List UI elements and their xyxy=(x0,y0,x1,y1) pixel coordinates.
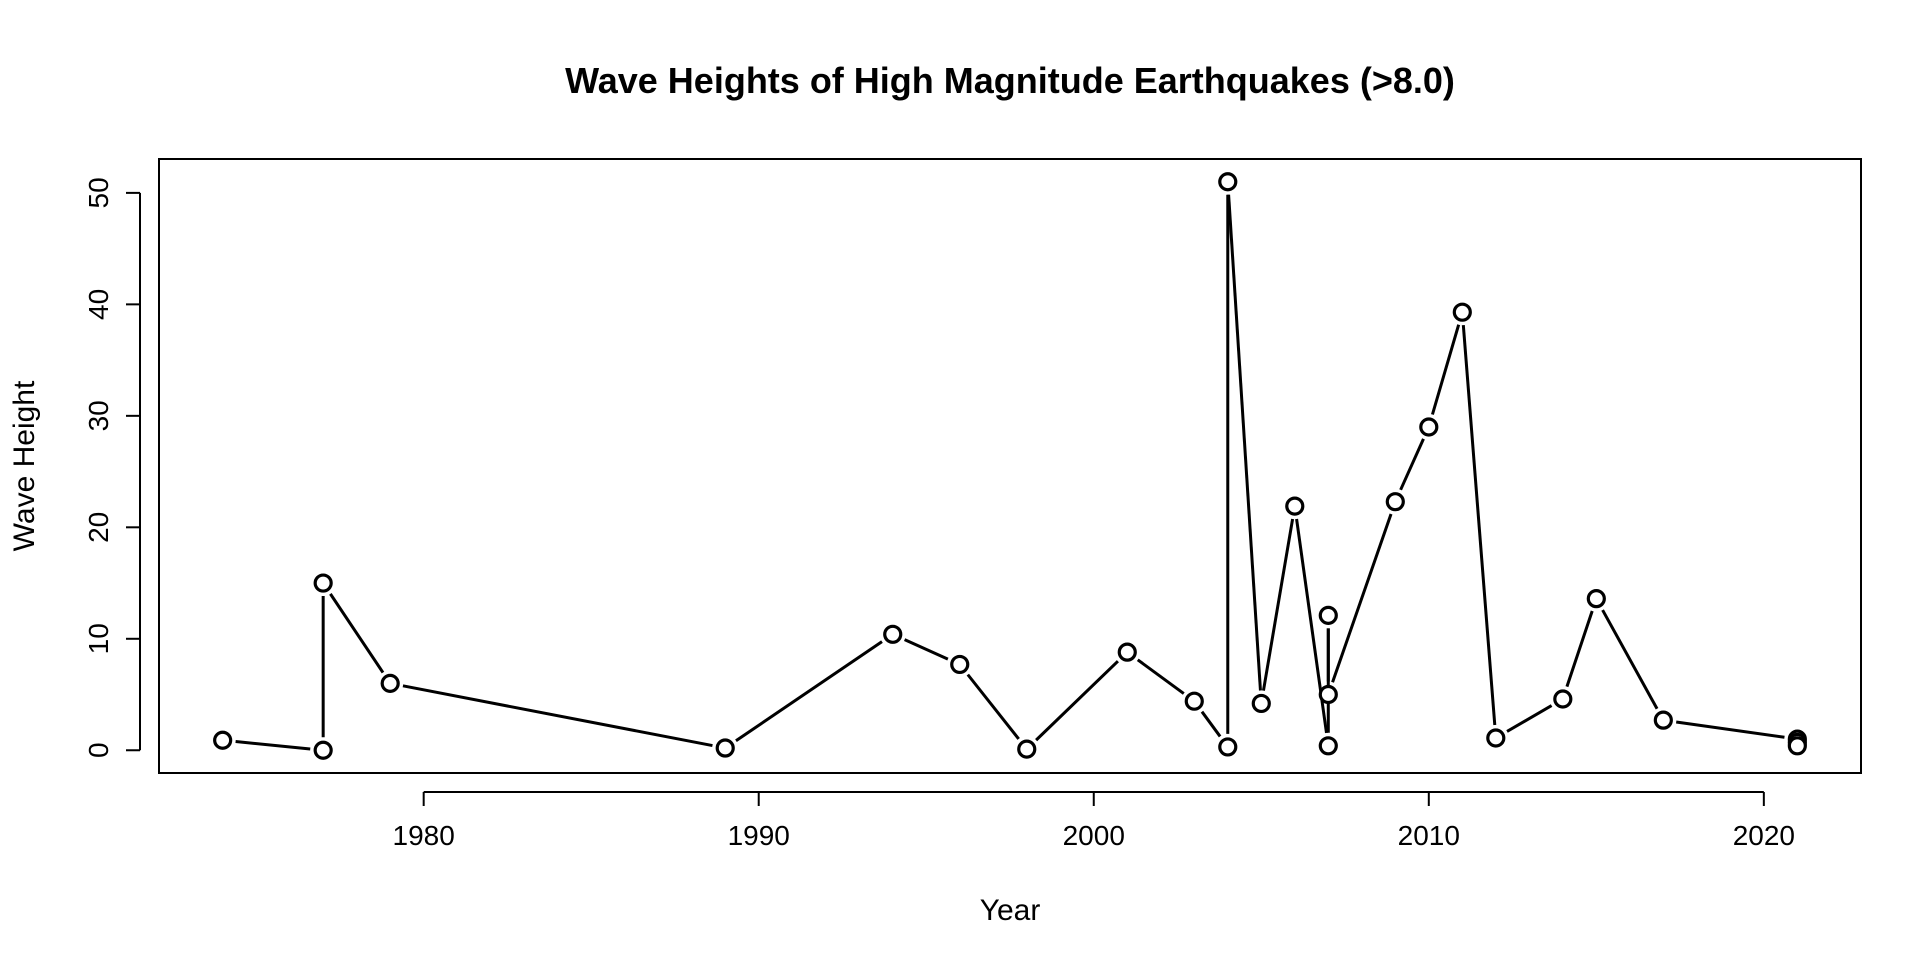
series-line-segment xyxy=(1227,194,1262,691)
data-point xyxy=(883,624,903,644)
series-line-segment xyxy=(1601,609,1659,710)
plot-frame xyxy=(158,158,1862,774)
series-line-segment xyxy=(1200,710,1222,738)
data-point xyxy=(1285,496,1305,516)
x-axis-label: Year xyxy=(980,894,1041,927)
chart-title: Wave Heights of High Magnitude Earthquak… xyxy=(565,60,1455,101)
data-point xyxy=(380,673,400,693)
series-line-segment xyxy=(735,640,883,742)
data-point xyxy=(1553,689,1573,709)
series-line-segment xyxy=(1261,518,1295,691)
series-line-segment xyxy=(1035,660,1119,742)
x-tick-label: 2010 xyxy=(1398,820,1460,851)
data-point xyxy=(1586,589,1606,609)
data-point xyxy=(1318,684,1338,705)
series-line-segment xyxy=(329,593,385,674)
data-point xyxy=(1486,728,1506,748)
series-line-segment xyxy=(966,673,1020,740)
series-line-segment xyxy=(235,740,311,751)
data-point xyxy=(950,654,970,675)
x-tick-label: 1990 xyxy=(728,820,790,851)
x-tick-label: 2000 xyxy=(1063,820,1125,851)
y-tick-label: 50 xyxy=(83,177,114,208)
y-axis: 0 10 20 30 40 50 xyxy=(83,177,141,758)
data-point xyxy=(1318,605,1338,625)
series-line-segment xyxy=(1461,325,1497,726)
data-point xyxy=(1419,417,1439,437)
x-axis: 1980 1990 2000 2010 2020 xyxy=(393,791,1795,851)
series-line-segment xyxy=(1675,720,1785,739)
y-tick-label: 10 xyxy=(83,623,114,654)
data-point xyxy=(1385,492,1405,512)
series-0 xyxy=(213,172,1807,760)
series-line-segment xyxy=(1565,610,1594,688)
data-point xyxy=(1184,691,1204,711)
series-line-segment xyxy=(1331,513,1393,683)
data-point xyxy=(313,573,333,593)
series-line-segment xyxy=(903,638,949,661)
x-tick-label: 2020 xyxy=(1733,820,1795,851)
data-point xyxy=(1318,736,1338,756)
y-tick-label: 40 xyxy=(83,289,114,320)
series-line-segment xyxy=(402,684,713,748)
data-point xyxy=(1218,737,1238,757)
data-point xyxy=(313,740,333,760)
data-point xyxy=(715,738,735,758)
y-tick-label: 20 xyxy=(83,512,114,543)
y-tick-label: 30 xyxy=(83,400,114,431)
series-layer xyxy=(213,172,1807,760)
data-point xyxy=(213,730,233,750)
data-point xyxy=(1017,739,1037,759)
data-point xyxy=(1251,693,1271,714)
y-axis-label: Wave Height xyxy=(8,380,41,551)
data-point xyxy=(1452,302,1472,322)
data-point xyxy=(1117,642,1137,662)
series-line-segment xyxy=(1136,658,1185,695)
series-line-segment xyxy=(1506,704,1553,733)
x-tick-label: 1980 xyxy=(393,820,455,851)
data-point xyxy=(1653,710,1673,730)
y-tick-label: 0 xyxy=(83,742,114,758)
series-line-segment xyxy=(1399,438,1425,491)
series-line-segment xyxy=(1431,324,1461,415)
data-point xyxy=(1218,172,1238,192)
data-point xyxy=(1787,736,1807,756)
